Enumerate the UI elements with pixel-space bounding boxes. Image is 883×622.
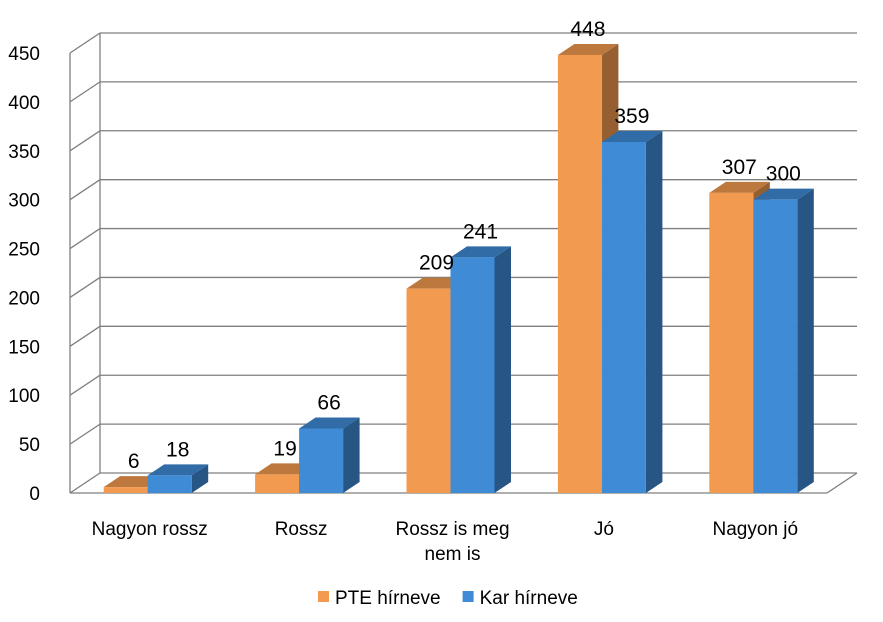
y-tick-label: 100: [8, 386, 40, 407]
data-label: 66: [317, 391, 340, 414]
gridline-side: [69, 472, 101, 494]
y-tick-label: 250: [8, 240, 40, 261]
legend-swatch: [318, 591, 329, 602]
gridline-side: [69, 325, 101, 347]
bar-top: [299, 417, 360, 429]
data-label: 18: [166, 438, 189, 461]
data-labels: 6 18 19 66 209 241 448 359 307 300: [128, 18, 801, 473]
y-tick-label: 0: [29, 484, 40, 505]
y-tick-label: 50: [19, 435, 40, 456]
bar: [601, 130, 663, 493]
data-label: 307: [722, 156, 757, 179]
bar-front: [406, 288, 451, 493]
gridline-side: [69, 130, 101, 152]
y-tick-label: 200: [8, 288, 40, 309]
y-tick-label: 300: [8, 191, 40, 212]
bar-side: [645, 130, 663, 493]
data-label: 6: [128, 450, 140, 473]
bar-side: [343, 417, 360, 493]
bar-top: [147, 464, 209, 476]
bar-front: [299, 428, 344, 493]
gridline-side: [69, 423, 101, 445]
bar-side: [494, 246, 511, 493]
bars: [103, 43, 814, 494]
gridline-side: [69, 228, 101, 250]
x-tick-label: Rossz is meg nem is: [395, 519, 509, 565]
bar: [450, 246, 511, 493]
bar: [147, 464, 209, 493]
bar-side: [797, 188, 814, 493]
data-label: 19: [273, 437, 296, 460]
y-tick-label: 400: [8, 93, 40, 114]
y-tick-label: 450: [8, 44, 40, 65]
x-tick-label: Jó: [594, 519, 614, 540]
bar-front: [255, 474, 300, 493]
data-label: 448: [570, 18, 605, 41]
data-label: 209: [419, 252, 454, 275]
data-label: 359: [614, 105, 649, 128]
bar-side: [191, 464, 209, 493]
bar-top: [709, 181, 770, 193]
gridline-side: [69, 374, 101, 396]
legend-item: PTE hírneve: [318, 588, 441, 609]
x-axis-categories: Nagyon rossz Rossz Rossz is meg nem is Jó Nag…: [92, 519, 798, 565]
gridline-side: [69, 179, 101, 201]
y-tick-label: 350: [8, 142, 40, 163]
y-axis-ticks: 0 50 100 150 200 250 300 350 400 450: [8, 44, 40, 505]
bar-front: [709, 192, 754, 494]
bar-front: [557, 54, 602, 493]
x-tick-label: Nagyon rossz: [92, 519, 208, 540]
bar-top: [601, 130, 663, 142]
legend-swatch: [462, 591, 474, 602]
bar-front: [103, 487, 148, 493]
bar-front: [601, 141, 646, 493]
y-tick-label: 150: [8, 337, 40, 358]
bar-front: [147, 475, 192, 493]
x-tick-label: Nagyon jó: [713, 519, 799, 540]
bar-front: [753, 199, 798, 493]
legend-label: PTE hírneve: [335, 588, 441, 609]
legend-item: Kar hírneve: [462, 588, 578, 609]
gridline-side: [69, 81, 101, 103]
legend: PTE hírneve Kar hírneve: [318, 588, 578, 609]
gridline-side: [69, 276, 101, 298]
bar-top: [753, 188, 814, 200]
x-tick-label: Rossz: [275, 519, 328, 540]
bar: [299, 417, 360, 493]
data-label: 241: [463, 220, 498, 243]
bar-top: [557, 43, 619, 55]
legend-label: Kar hírneve: [480, 588, 578, 609]
bar-front: [450, 257, 495, 493]
floor-right-edge: [826, 472, 858, 494]
bar-top: [450, 246, 511, 258]
data-label: 300: [766, 163, 801, 186]
bar: [753, 188, 814, 493]
gridline-side: [69, 32, 101, 54]
